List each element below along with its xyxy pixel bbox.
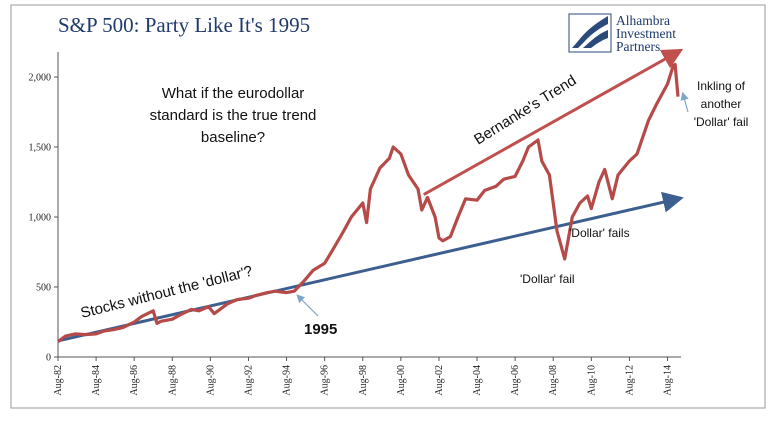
question-line-1: What if the eurodollar bbox=[162, 85, 305, 102]
y-tick-label: 2,000 bbox=[29, 73, 52, 84]
x-tick-label: Aug-02 bbox=[434, 365, 445, 396]
y-tick-label: 1,000 bbox=[29, 213, 52, 224]
logo-mark-swoosh-small bbox=[583, 30, 608, 48]
logo-line-2: Investment bbox=[616, 26, 676, 41]
annotation-inkling-pointer bbox=[680, 91, 689, 113]
x-tick-label: Aug-86 bbox=[129, 365, 140, 396]
x-tick-label: Aug-14 bbox=[663, 365, 674, 396]
logo-line-3: Partners bbox=[616, 39, 660, 54]
x-tick-label: Aug-04 bbox=[472, 365, 483, 396]
x-tick-label: Aug-90 bbox=[205, 365, 216, 396]
question-line-3: baseline? bbox=[201, 129, 265, 146]
x-tick-label: Aug-00 bbox=[396, 365, 407, 396]
x-tick-label: Aug-92 bbox=[243, 365, 254, 396]
logo-line-1: Alhambra bbox=[616, 13, 670, 28]
y-ticks: 0 500 1,000 1,500 2,000 bbox=[29, 73, 58, 364]
logo: Alhambra Investment Partners bbox=[568, 13, 676, 54]
y-tick-label: 500 bbox=[36, 283, 51, 294]
annotation-question: What if the eurodollar standard is the t… bbox=[150, 85, 317, 146]
y-tick-label: 1,500 bbox=[29, 143, 52, 154]
chart-title: S&P 500: Party Like It's 1995 bbox=[58, 13, 310, 37]
annotation-dollar-fail: 'Dollar' fail bbox=[520, 272, 575, 286]
x-tick-label: Aug-94 bbox=[282, 365, 293, 396]
trend-line-stocks-without-dollar bbox=[57, 191, 684, 343]
x-tick-label: Aug-10 bbox=[586, 365, 597, 396]
x-tick-label: Aug-96 bbox=[320, 365, 331, 396]
inkling-line-3: 'Dollar' fail bbox=[694, 115, 749, 129]
annotation-1995: 1995 bbox=[304, 321, 337, 338]
x-tick-label: Aug-06 bbox=[510, 365, 521, 396]
y-tick-label: 0 bbox=[46, 353, 51, 364]
inkling-line-2: another bbox=[701, 97, 742, 111]
logo-mark-swoosh bbox=[572, 16, 608, 48]
x-tick-label: Aug-88 bbox=[167, 365, 178, 396]
x-ticks: Aug-82 Aug-84 Aug-86 Aug-88 Aug-90 Aug-92 Aug-… bbox=[53, 357, 674, 396]
x-tick-label: Aug-82 bbox=[53, 365, 64, 396]
annotation-inkling: Inkling of another 'Dollar' fail bbox=[694, 79, 749, 129]
x-tick-label: Aug-84 bbox=[91, 365, 102, 396]
trend-line-bernanke bbox=[422, 48, 684, 196]
question-line-2: standard is the true trend bbox=[150, 107, 317, 124]
inkling-line-1: Inkling of bbox=[697, 79, 746, 93]
x-tick-label: Aug-08 bbox=[548, 365, 559, 396]
x-tick-label: Aug-98 bbox=[358, 365, 369, 396]
annotation-dollar-fails: 'Dollar' fails bbox=[569, 226, 630, 240]
x-tick-label: Aug-12 bbox=[624, 365, 635, 396]
sp500-series-line bbox=[57, 62, 680, 343]
annotation-1995-pointer bbox=[296, 294, 319, 317]
